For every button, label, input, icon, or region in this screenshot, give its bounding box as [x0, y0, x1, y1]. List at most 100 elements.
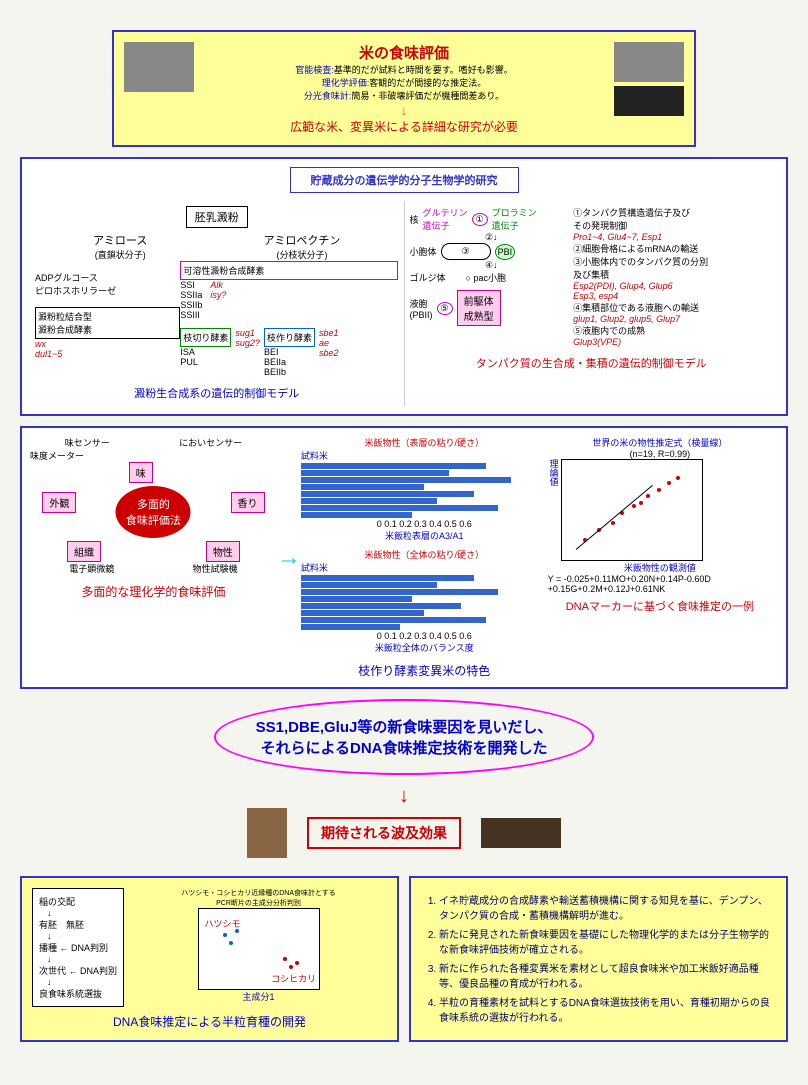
sug-mutant: sug1 sug2? — [235, 328, 260, 377]
microscope: 電子顕微鏡 — [69, 562, 114, 575]
xaxis1: 米飯粒表層のA3/A1 — [301, 529, 548, 542]
chart2 — [301, 575, 548, 630]
be-list: BEI BEIIa BEIIb — [264, 347, 315, 377]
adp-label: ADPグルコース ピロホスホリラーゼ — [35, 271, 180, 297]
scatter-xaxis: 米飯物性の観測値 — [548, 561, 772, 574]
pca-plot: ハツシモ コシヒカリ — [198, 908, 320, 990]
pbi: PBI — [495, 244, 516, 260]
pca-axis: 主成分1 — [130, 990, 387, 1003]
pac: ○ pac小胞 — [466, 271, 506, 284]
down-arrow-2: ↓ — [20, 785, 788, 808]
scatter-title: 世界の米の物性推定式（検量線） — [548, 436, 772, 449]
box2-title: 貯蔵成分の遺伝学的分子生物学的研究 — [290, 167, 519, 193]
chart2-title: 米飯物性（全体の粘り/硬さ） — [301, 548, 548, 561]
aroma-node: 香り — [231, 492, 265, 513]
box1-title: 米の食味評価 — [194, 42, 614, 63]
circle-2: ②↓ — [410, 232, 574, 243]
glutelin: グルテリン 遺伝子 — [423, 206, 468, 232]
smell-sensor: においセンサー — [179, 436, 242, 449]
right-caption: DNAマーカーに基づく食味推定の一例 — [548, 598, 772, 614]
oval-line1: SS1,DBE,GluJ等の新食味要因を見いだし、 — [256, 716, 553, 737]
left-caption: 多面的な理化学的食味評価 — [30, 583, 277, 600]
vacuole: 液胞 (PBII) — [410, 297, 433, 320]
amylopectin: アミロペクチン (分枝状分子) — [264, 232, 341, 261]
genes1: Pro1~4, Glu4~7, Esp1 — [573, 232, 773, 242]
taste-sensor: 味センサー — [65, 436, 110, 449]
breeding-caption: DNA食味推定による半粒育種の開発 — [32, 1013, 387, 1030]
prolamin: プロラミン 遺伝子 — [492, 206, 537, 232]
box1-conclusion: 広範な米、変異米による詳細な研究が必要 — [194, 118, 614, 135]
ss-list: SSI SSIIa SSIIb SSIII — [180, 280, 202, 320]
amylose: アミロース (直鎖状分子) — [93, 232, 147, 261]
wx-mutant: wx — [35, 339, 180, 349]
benefits-box: イネ貯蔵成分の合成酵素や輸送蓄積機構に関する知見を基に、デンプン、タンパク質の合… — [409, 876, 788, 1042]
sbe-mutant: sbe1 ae sbe2 — [319, 328, 339, 377]
dull-mutant: dul1~5 — [35, 349, 180, 359]
alk-mutant: Alk isy? — [210, 280, 226, 320]
effect-title: 期待される波及効果 — [307, 817, 461, 849]
benefit-4: 半粒の育種素材を試料とするDNA食味選抜技術を用い、育種初期からの良食味系統の選… — [439, 994, 776, 1024]
xaxis2: 米飯粒全体のバランス度 — [301, 641, 548, 654]
genes4: glup1, Glup2, glup5, Glup7 — [573, 314, 773, 324]
item5: ⑤液胞内での成熟 — [573, 324, 773, 337]
conclusion-oval: SS1,DBE,GluJ等の新食味要因を見いだし、 それらによるDNA食味推定技… — [214, 699, 595, 775]
item3: ③小胞体内でのタンパク質の分別 及び集積 — [573, 255, 773, 281]
nucleus: 核 — [410, 213, 419, 226]
breeding-flow: 稲の交配 ↓ 有胚 無胚 ↓ 播種 ← DNA判別 ↓ 次世代 ← DNA判別 … — [32, 888, 124, 1007]
arrow-icon: → — [277, 544, 301, 572]
benefit-3: 新たに作られた各種変異米を素材として超良食味米や加工米飯好適品種等、優良品種の育… — [439, 960, 776, 990]
photo-left — [124, 42, 194, 92]
photo-right-1 — [614, 42, 684, 82]
taste-meter: 味度メーター — [30, 449, 277, 462]
box1-line1: 官能検査:基準的だが試料と時間を要す。嗜好も影響。 — [194, 63, 614, 76]
xticks1: 0 0.1 0.2 0.3 0.4 0.5 0.6 — [301, 519, 548, 529]
item4: ④集積部位である液胞への輸送 — [573, 301, 773, 314]
golgi: ゴルジ体 — [410, 271, 446, 284]
soluble-enzyme: 可溶性澱粉合成酵素 — [180, 261, 398, 280]
chart1 — [301, 463, 548, 518]
circle-5: ⑤ — [437, 302, 453, 315]
evaluation-section: 味センサー においセンサー 味度メーター 多面的 食味評価法 味 外観 香り 組… — [20, 426, 788, 689]
seeds-photo — [481, 818, 561, 848]
box1-line2: 理化学評価:客観的だが間接的な推定法。 — [194, 76, 614, 89]
circle-3: ③ — [441, 243, 491, 260]
sample-label-2: 試料米 — [301, 561, 548, 574]
starch-header: 胚乳澱粉 — [186, 206, 248, 228]
appearance-node: 外観 — [42, 492, 76, 513]
down-arrow: ↓ — [194, 102, 614, 118]
genes5: Glup3(VPE) — [573, 337, 773, 347]
sample-label-1: 試料米 — [301, 449, 548, 462]
plant-photo — [247, 808, 287, 858]
item2: ②細胞骨格によるmRNAの輸送 — [573, 242, 773, 255]
circle-1: ① — [472, 213, 488, 226]
box1-line3: 分光食味計:簡易・非破壊評価だが機種間差あり。 — [194, 89, 614, 102]
circle-4: ④↓ — [410, 260, 574, 271]
yaxis: 理論値 — [548, 459, 561, 561]
protein-caption: タンパク質の生合成・集積の遺伝的制御モデル — [410, 355, 774, 371]
benefit-2: 新たに発見された新食味要因を基礎にした物理化学的または分子生物学的な新食味評価技… — [439, 926, 776, 956]
equation: Y = -0.025+0.11MO+0.20N+0.14P-0.60D +0.1… — [548, 574, 772, 594]
benefit-1: イネ貯蔵成分の合成酵素や輸送蓄積機構に関する知見を基に、デンプン、タンパク質の合… — [439, 892, 776, 922]
er: 小胞体 — [410, 245, 437, 258]
center-caption: 枝作り酵素変異米の特色 — [301, 662, 548, 679]
genes3: Esp2(PDI), Glup4, Glup6 Esp3, esp4 — [573, 281, 773, 301]
branch: 枝作り酵素 — [264, 328, 315, 347]
precursor: 前駆体 成熟型 — [457, 290, 501, 326]
granule-label: 澱粉粒結合型 澱粉合成酵素 — [35, 307, 180, 339]
starch-caption: 澱粉生合成系の遺伝的制御モデル — [35, 385, 399, 401]
taste-node: 味 — [129, 462, 153, 483]
debranch-list: ISA PUL — [180, 347, 231, 367]
photo-right-2 — [614, 86, 684, 116]
scatter-plot — [561, 459, 703, 561]
item1: ①タンパク質構造遺伝子及び その発現制御 — [573, 206, 773, 232]
debranch: 枝切り酵素 — [180, 328, 231, 347]
tester: 物性試験機 — [193, 562, 238, 575]
texture-node: 組織 — [67, 541, 101, 562]
genetics-section: 貯蔵成分の遺伝学的分子生物学的研究 胚乳澱粉 アミロース (直鎖状分子) アミロ… — [20, 157, 788, 416]
xticks2: 0 0.1 0.2 0.3 0.4 0.5 0.6 — [301, 631, 548, 641]
chart1-title: 米飯物性（表層の粘り/硬さ） — [301, 436, 548, 449]
center-node: 多面的 食味評価法 — [116, 486, 191, 538]
physical-node: 物性 — [206, 541, 240, 562]
evaluation-header: 米の食味評価 官能検査:基準的だが試料と時間を要す。嗜好も影響。 理化学評価:客… — [112, 30, 696, 147]
breeding-box: 稲の交配 ↓ 有胚 無胚 ↓ 播種 ← DNA判別 ↓ 次世代 ← DNA判別 … — [20, 876, 399, 1042]
